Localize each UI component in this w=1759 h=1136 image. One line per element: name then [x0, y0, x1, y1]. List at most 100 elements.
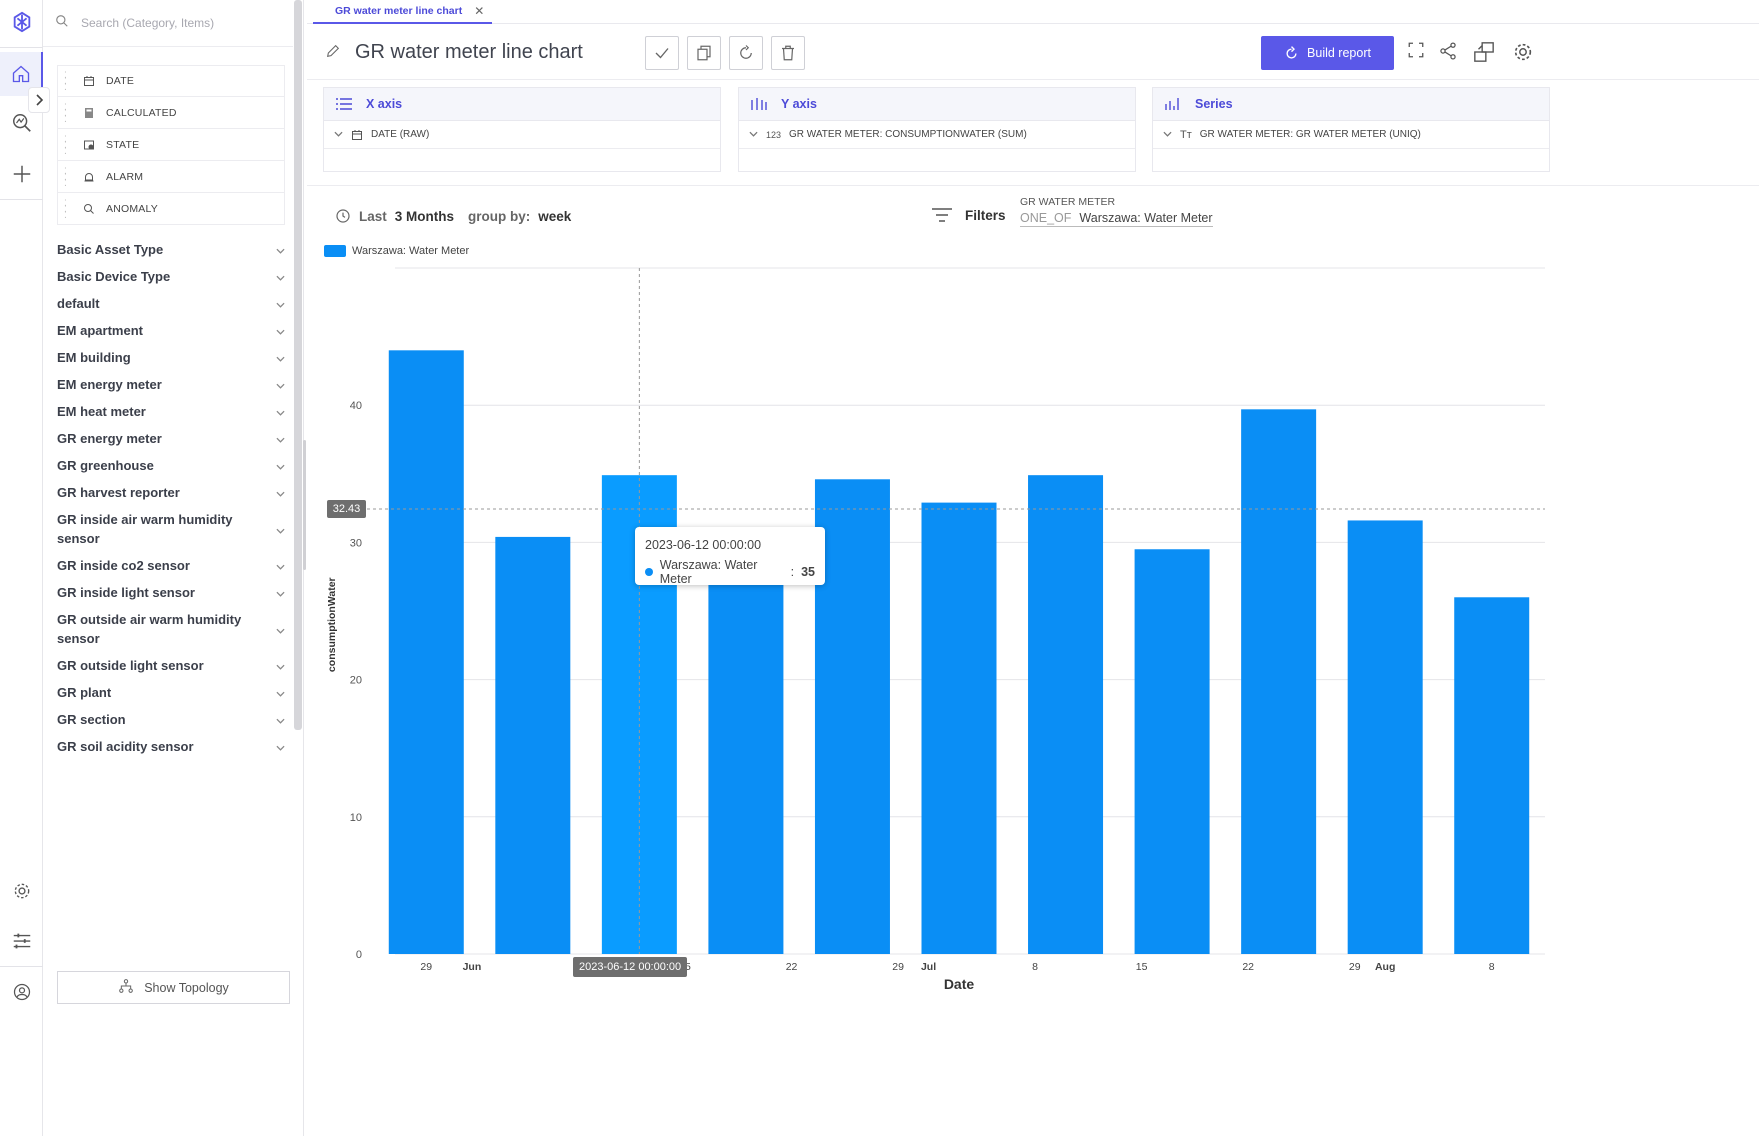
field-item-calculated[interactable]: ⁚ ⁚ ⁚ CALCULATED [57, 97, 285, 129]
y-axis-field-label: GR WATER METER: CONSUMPTIONWATER (SUM) [789, 129, 1027, 140]
export-icon[interactable] [1473, 41, 1495, 68]
category-item[interactable]: GR outside light sensor [57, 652, 291, 679]
search-input[interactable] [81, 16, 281, 30]
chevron-down-icon[interactable] [276, 456, 285, 475]
chevron-down-icon[interactable] [749, 129, 758, 140]
category-item[interactable]: GR section [57, 706, 291, 733]
category-item[interactable]: Basic Device Type [57, 263, 291, 290]
x-tick-label: Jul [921, 961, 936, 973]
drag-handle-icon[interactable]: ⁚ ⁚ ⁚ [64, 197, 68, 220]
bar [708, 576, 784, 954]
category-item[interactable]: GR inside air warm humidity sensor [57, 506, 291, 552]
x-axis-field[interactable]: DATE (RAW) [324, 121, 720, 149]
data-sidebar: ⁚⁚⁚ DATE ⁚⁚⁚ CALCULATED ⁚⁚⁚ STATE ⁚⁚⁚ ALARM ⁚⁚⁚ A… [43, 0, 304, 1136]
category-item[interactable]: GR plant [57, 679, 291, 706]
field-item-label: CALCULATED [106, 106, 177, 119]
category-item[interactable]: GR inside co2 sensor [57, 552, 291, 579]
category-item[interactable]: GR inside light sensor [57, 579, 291, 606]
calendar-icon [352, 129, 362, 140]
collapse-sidebar-button[interactable] [28, 87, 50, 113]
chevron-down-icon[interactable] [276, 620, 285, 639]
chevron-down-icon[interactable] [276, 583, 285, 602]
category-item[interactable]: GR energy meter [57, 425, 291, 452]
x-axis-header: X axis [324, 88, 720, 121]
chart-legend[interactable]: Warszawa: Water Meter [324, 245, 469, 257]
series-field[interactable]: Tт GR WATER METER: GR WATER METER (UNIQ) [1153, 121, 1549, 149]
category-label: default [57, 296, 100, 311]
chevron-down-icon[interactable] [276, 402, 285, 421]
chevron-down-icon[interactable] [1163, 129, 1172, 140]
settings-gear-icon[interactable] [1512, 41, 1534, 68]
tab-report[interactable]: GR water meter line chart ✕ [313, 0, 493, 24]
close-tab-icon[interactable]: ✕ [474, 4, 485, 18]
save-button[interactable] [645, 36, 679, 70]
sidebar-scrollbar[interactable] [294, 0, 302, 730]
active-filter[interactable]: GR WATER METER ONE_OF Warszawa: Water Met… [1020, 196, 1213, 227]
home-icon[interactable] [0, 52, 43, 96]
x-tick-label: 29 [892, 961, 904, 973]
alarm-icon [82, 171, 96, 183]
reset-button[interactable] [729, 36, 763, 70]
splitter-handle[interactable] [303, 440, 306, 570]
legend-label: Warszawa: Water Meter [352, 245, 470, 257]
category-label: GR inside light sensor [57, 585, 195, 600]
user-profile-icon[interactable] [0, 972, 43, 1012]
chevron-down-icon[interactable] [276, 656, 285, 675]
share-icon[interactable] [1438, 41, 1458, 66]
chevron-down-icon[interactable] [276, 294, 285, 313]
chevron-down-icon[interactable] [276, 737, 285, 756]
app-logo-icon[interactable] [0, 2, 43, 42]
chevron-down-icon[interactable] [276, 429, 285, 448]
category-item[interactable]: GR harvest reporter [57, 479, 291, 506]
chevron-down-icon[interactable] [276, 348, 285, 367]
chevron-down-icon[interactable] [276, 710, 285, 729]
filter-icon [932, 208, 952, 222]
build-report-button[interactable]: Build report [1261, 36, 1394, 70]
analytics-search-icon[interactable] [0, 103, 43, 143]
edit-title-icon[interactable] [325, 43, 341, 64]
chevron-down-icon[interactable] [276, 240, 285, 259]
field-item-date[interactable]: ⁚ ⁚ ⁚ DATE [57, 65, 285, 97]
drag-handle-icon[interactable]: ⁚ ⁚ ⁚ [64, 101, 68, 124]
page-title[interactable]: GR water meter line chart [355, 41, 583, 63]
chevron-down-icon[interactable] [276, 483, 285, 502]
drag-handle-icon[interactable]: ⁚ ⁚ ⁚ [64, 165, 68, 188]
preferences-sliders-icon[interactable] [0, 921, 43, 961]
bar-chart[interactable]: 01020304029Jun8152229Jul8152229Aug8Datec… [307, 262, 1567, 1002]
chevron-down-icon[interactable] [276, 375, 285, 394]
period-selector[interactable]: Last 3 Months group by: week [335, 208, 571, 224]
delete-button[interactable] [771, 36, 805, 70]
category-item[interactable]: EM building [57, 344, 291, 371]
field-item-state[interactable]: ⁚ ⁚ ⁚ STATE [57, 129, 285, 161]
category-item[interactable]: default [57, 290, 291, 317]
drag-handle-icon[interactable]: ⁚ ⁚ ⁚ [64, 133, 68, 156]
category-item[interactable]: GR soil acidity sensor [57, 733, 291, 760]
clock-icon [336, 209, 350, 223]
fullscreen-icon[interactable] [1407, 41, 1425, 64]
category-item[interactable]: GR greenhouse [57, 452, 291, 479]
field-item-anomaly[interactable]: ⁚ ⁚ ⁚ ANOMALY [57, 193, 285, 225]
category-item[interactable]: EM energy meter [57, 371, 291, 398]
add-icon[interactable] [0, 154, 43, 194]
category-item[interactable]: Basic Asset Type [57, 236, 291, 263]
filter-field: GR WATER METER [1020, 196, 1116, 208]
duplicate-button[interactable] [687, 36, 721, 70]
category-item[interactable]: EM heat meter [57, 398, 291, 425]
settings-icon[interactable] [0, 871, 43, 911]
y-axis-field[interactable]: 123 GR WATER METER: CONSUMPTIONWATER (SU… [739, 121, 1135, 149]
drag-handle-icon[interactable]: ⁚ ⁚ ⁚ [64, 70, 68, 92]
field-item-label: ANOMALY [106, 202, 158, 215]
category-item[interactable]: GR outside air warm humidity sensor [57, 606, 291, 652]
show-topology-button[interactable]: Show Topology [57, 971, 290, 1004]
chevron-down-icon[interactable] [276, 683, 285, 702]
category-item[interactable]: EM apartment [57, 317, 291, 344]
chevron-down-icon[interactable] [334, 129, 343, 140]
chevron-down-icon[interactable] [276, 267, 285, 286]
field-item-alarm[interactable]: ⁚ ⁚ ⁚ ALARM [57, 161, 285, 193]
chevron-down-icon[interactable] [276, 556, 285, 575]
filters-button[interactable]: Filters [931, 206, 1006, 224]
chevron-down-icon[interactable] [276, 321, 285, 340]
chevron-down-icon[interactable] [276, 520, 285, 539]
category-label: EM heat meter [57, 404, 146, 419]
x-tick-label: Aug [1375, 961, 1395, 973]
